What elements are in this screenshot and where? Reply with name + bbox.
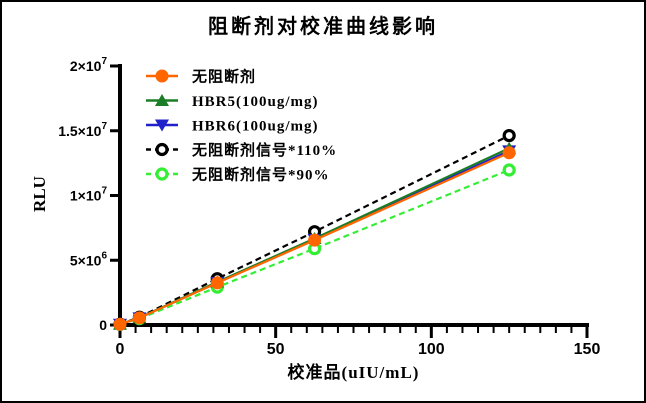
legend-item-label: HBR6(100ug/mg) (192, 119, 319, 135)
y-tick-label: 1×107 (70, 186, 108, 204)
y-tick-label: 5×106 (70, 250, 108, 268)
legend-item-label: HBR5(100ug/mg) (192, 94, 319, 110)
legend-key-circle-filled-icon (155, 69, 169, 83)
legend-item-label: 无阻断剂 (191, 68, 256, 86)
data-point (132, 311, 146, 325)
legend-key-triangle-down-icon (155, 119, 169, 132)
x-tick-label: 100 (418, 341, 445, 358)
x-tick-label: 50 (267, 341, 285, 358)
y-axis-label: RLU (30, 176, 49, 212)
chart-title: 阻断剂对校准曲线影响 (208, 16, 438, 38)
x-tick-label: 0 (116, 341, 125, 358)
x-tick-label: 150 (574, 341, 601, 358)
data-point (113, 317, 127, 331)
legend-item-label: 无阻断剂信号*90% (191, 166, 330, 184)
y-tick-label: 2×107 (70, 56, 108, 74)
legend-item-label: 无阻断剂信号*110% (191, 141, 337, 159)
data-point (502, 128, 516, 143)
data-point (210, 276, 224, 290)
data-point (502, 163, 516, 177)
legend-key-circle-open-icon (155, 167, 169, 181)
y-tick-label: 1.5×107 (58, 121, 107, 139)
legend-key-triangle-up-icon (155, 94, 169, 106)
data-point (308, 233, 322, 247)
x-axis-label: 校准品(uIU/mL) (287, 363, 420, 382)
y-tick-label: 0 (99, 317, 107, 333)
data-point (502, 146, 516, 160)
legend-key-circle-open-icon (155, 142, 169, 157)
